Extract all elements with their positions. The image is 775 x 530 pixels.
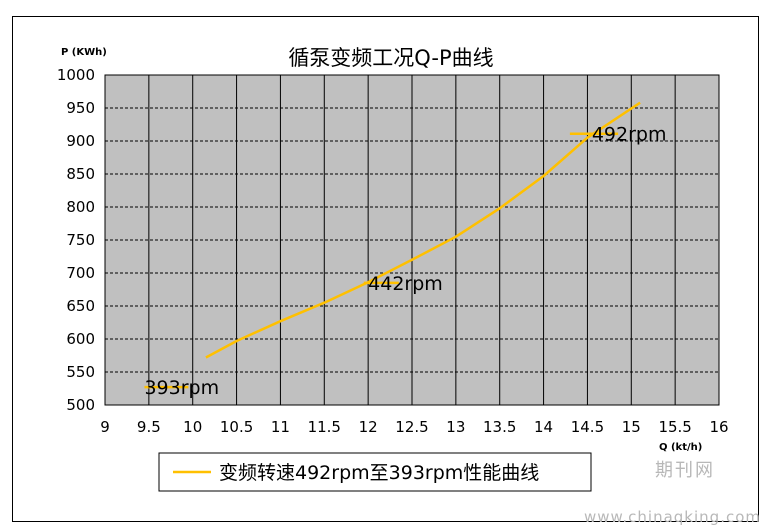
y-tick-label: 950 [66, 99, 95, 117]
annotation-label: 442rpm [368, 273, 443, 295]
x-tick-label: 10.5 [220, 418, 253, 436]
legend-label: 变频转速492rpm至393rpm性能曲线 [219, 462, 539, 484]
y-tick-label: 750 [66, 231, 95, 249]
x-tick-label: 12.5 [395, 418, 428, 436]
legend-box [158, 452, 592, 492]
chart: 循泵变频工况Q-P曲线 P (KWh) Q (kt/h) 9 9.5 10 10.5 1… [57, 46, 729, 492]
x-tick-label: 9.5 [137, 418, 161, 436]
y-tick-label: 900 [66, 132, 95, 150]
x-tick-label: 9 [100, 418, 110, 436]
x-tick-label: 11.5 [308, 418, 341, 436]
y-axis-title: P (KWh) [61, 47, 107, 58]
y-tick-label: 850 [66, 165, 95, 183]
annotation-label: 492rpm [592, 124, 667, 146]
x-tick-label: 14.5 [571, 418, 604, 436]
legend: 变频转速492rpm至393rpm性能曲线 [158, 452, 592, 492]
x-tick-label: 12 [359, 418, 378, 436]
x-axis-title: Q (kt/h) [659, 442, 702, 453]
x-tick-label: 14 [534, 418, 553, 436]
x-tick-label: 11 [271, 418, 290, 436]
series-line [205, 101, 641, 359]
x-tick-label: 15 [622, 418, 641, 436]
x-tick-label: 10 [183, 418, 202, 436]
x-tick-label: 15.5 [658, 418, 691, 436]
y-tick-label: 550 [66, 363, 95, 381]
y-tick-label: 600 [66, 330, 95, 348]
y-tick-label: 700 [66, 264, 95, 282]
watermark-url: www.chinaqking.com [583, 508, 761, 526]
y-tick-label: 1000 [57, 66, 95, 84]
chart-frame: 循泵变频工况Q-P曲线 P (KWh) Q (kt/h) 9 9.5 10 10.5 1… [12, 16, 759, 522]
x-tick-label: 13 [446, 418, 465, 436]
x-tick-label: 13.5 [483, 418, 516, 436]
y-tick-label: 500 [66, 396, 95, 414]
annotation-label: 393rpm [144, 377, 219, 399]
chart-title: 循泵变频工况Q-P曲线 [288, 46, 493, 70]
x-tick-label: 16 [709, 418, 728, 436]
y-tick-label: 800 [66, 198, 95, 216]
watermark-journal: 期刊网 [655, 460, 715, 481]
y-tick-label: 650 [66, 297, 95, 315]
